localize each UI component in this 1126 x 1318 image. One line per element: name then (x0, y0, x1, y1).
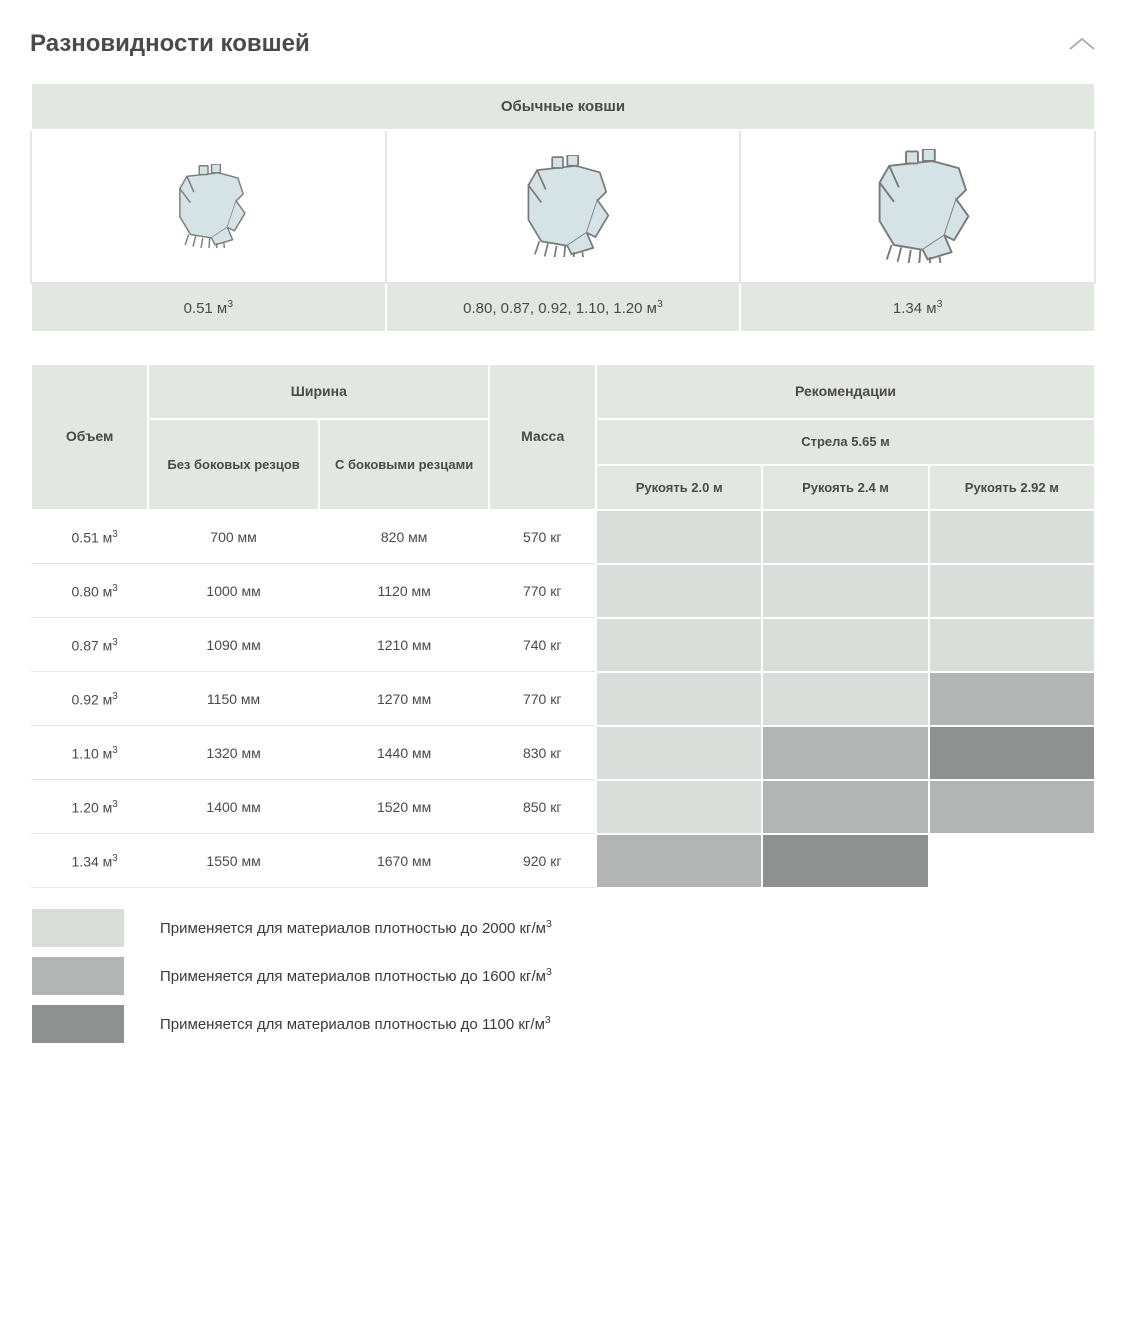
cell-mass: 740 кг (489, 618, 596, 672)
cell-recommendation (929, 780, 1095, 834)
cell-width-side: 820 мм (319, 510, 490, 564)
legend-swatch (30, 907, 126, 949)
table-row: 1.10 м31320 мм1440 мм830 кг (31, 726, 1095, 780)
cell-volume: 1.20 м3 (31, 780, 148, 834)
cell-width-no-side: 1090 мм (148, 618, 319, 672)
cell-recommendation (929, 834, 1095, 888)
bucket-image (386, 130, 741, 283)
table-row: 0.92 м31150 мм1270 мм770 кг (31, 672, 1095, 726)
cell-recommendation (929, 726, 1095, 780)
col-boom: Стрела 5.65 м (596, 419, 1095, 464)
spec-table: Объем Ширина Масса Рекомендации Без боко… (30, 363, 1096, 889)
col-width-side: С боковыми резцами (319, 419, 490, 510)
col-width-no-side: Без боковых резцов (148, 419, 319, 510)
cell-mass: 920 кг (489, 834, 596, 888)
table-row: 1.20 м31400 мм1520 мм850 кг (31, 780, 1095, 834)
cell-width-side: 1520 мм (319, 780, 490, 834)
cell-width-side: 1440 мм (319, 726, 490, 780)
bucket-image (31, 130, 386, 283)
bucket-images-row (31, 130, 1095, 283)
legend-label: Применяется для материалов плотностью до… (160, 966, 552, 985)
cell-width-side: 1120 мм (319, 564, 490, 618)
col-recs: Рекомендации (596, 364, 1095, 419)
cell-width-side: 1670 мм (319, 834, 490, 888)
cell-mass: 770 кг (489, 672, 596, 726)
legend-label: Применяется для материалов плотностью до… (160, 1014, 551, 1033)
table-row: 0.80 м31000 мм1120 мм770 кг (31, 564, 1095, 618)
cell-recommendation (929, 564, 1095, 618)
table-row: 1.34 м31550 мм1670 мм920 кг (31, 834, 1095, 888)
col-arm-20: Рукоять 2.0 м (596, 465, 762, 510)
cell-volume: 1.34 м3 (31, 834, 148, 888)
legend-row: Применяется для материалов плотностью до… (30, 907, 1096, 949)
cell-recommendation (596, 780, 762, 834)
top-table-header: Обычные ковши (31, 83, 1095, 130)
cell-width-side: 1210 мм (319, 618, 490, 672)
cell-width-no-side: 1550 мм (148, 834, 319, 888)
legend-row: Применяется для материалов плотностью до… (30, 1003, 1096, 1045)
legend-row: Применяется для материалов плотностью до… (30, 955, 1096, 997)
cell-width-no-side: 1320 мм (148, 726, 319, 780)
bucket-volumes-row: 0.51 м30.80, 0.87, 0.92, 1.10, 1.20 м31.… (31, 283, 1095, 332)
cell-recommendation (762, 726, 928, 780)
cell-volume: 0.80 м3 (31, 564, 148, 618)
cell-recommendation (929, 672, 1095, 726)
cell-recommendation (762, 618, 928, 672)
cell-volume: 0.92 м3 (31, 672, 148, 726)
cell-recommendation (596, 834, 762, 888)
cell-mass: 770 кг (489, 564, 596, 618)
cell-recommendation (762, 780, 928, 834)
cell-recommendation (929, 510, 1095, 564)
cell-mass: 850 кг (489, 780, 596, 834)
legend: Применяется для материалов плотностью до… (30, 907, 1096, 1045)
cell-recommendation (762, 834, 928, 888)
col-width: Ширина (148, 364, 489, 419)
cell-recommendation (929, 618, 1095, 672)
col-mass: Масса (489, 364, 596, 510)
cell-recommendation (596, 726, 762, 780)
table-row: 0.51 м3700 мм820 мм570 кг (31, 510, 1095, 564)
bucket-variants-table: Обычные ковши (30, 82, 1096, 333)
legend-swatch (30, 1003, 126, 1045)
bucket-volume-label: 0.51 м3 (31, 283, 386, 332)
cell-width-side: 1270 мм (319, 672, 490, 726)
col-volume: Объем (31, 364, 148, 510)
cell-recommendation (762, 510, 928, 564)
col-arm-292: Рукоять 2.92 м (929, 465, 1095, 510)
collapse-chevron-icon[interactable] (1068, 36, 1096, 52)
cell-mass: 570 кг (489, 510, 596, 564)
cell-mass: 830 кг (489, 726, 596, 780)
cell-width-no-side: 700 мм (148, 510, 319, 564)
bucket-volume-label: 1.34 м3 (740, 283, 1095, 332)
cell-recommendation (596, 618, 762, 672)
cell-recommendation (596, 510, 762, 564)
bucket-image (740, 130, 1095, 283)
cell-recommendation (762, 564, 928, 618)
section-header: Разновидности ковшей (30, 30, 1096, 58)
table-row: 0.87 м31090 мм1210 мм740 кг (31, 618, 1095, 672)
cell-volume: 0.87 м3 (31, 618, 148, 672)
cell-volume: 0.51 м3 (31, 510, 148, 564)
cell-recommendation (596, 564, 762, 618)
legend-label: Применяется для материалов плотностью до… (160, 918, 552, 937)
cell-recommendation (762, 672, 928, 726)
col-arm-24: Рукоять 2.4 м (762, 465, 928, 510)
cell-width-no-side: 1150 мм (148, 672, 319, 726)
legend-swatch (30, 955, 126, 997)
cell-recommendation (596, 672, 762, 726)
bucket-volume-label: 0.80, 0.87, 0.92, 1.10, 1.20 м3 (386, 283, 741, 332)
section-title: Разновидности ковшей (30, 30, 310, 58)
cell-width-no-side: 1000 мм (148, 564, 319, 618)
cell-width-no-side: 1400 мм (148, 780, 319, 834)
cell-volume: 1.10 м3 (31, 726, 148, 780)
